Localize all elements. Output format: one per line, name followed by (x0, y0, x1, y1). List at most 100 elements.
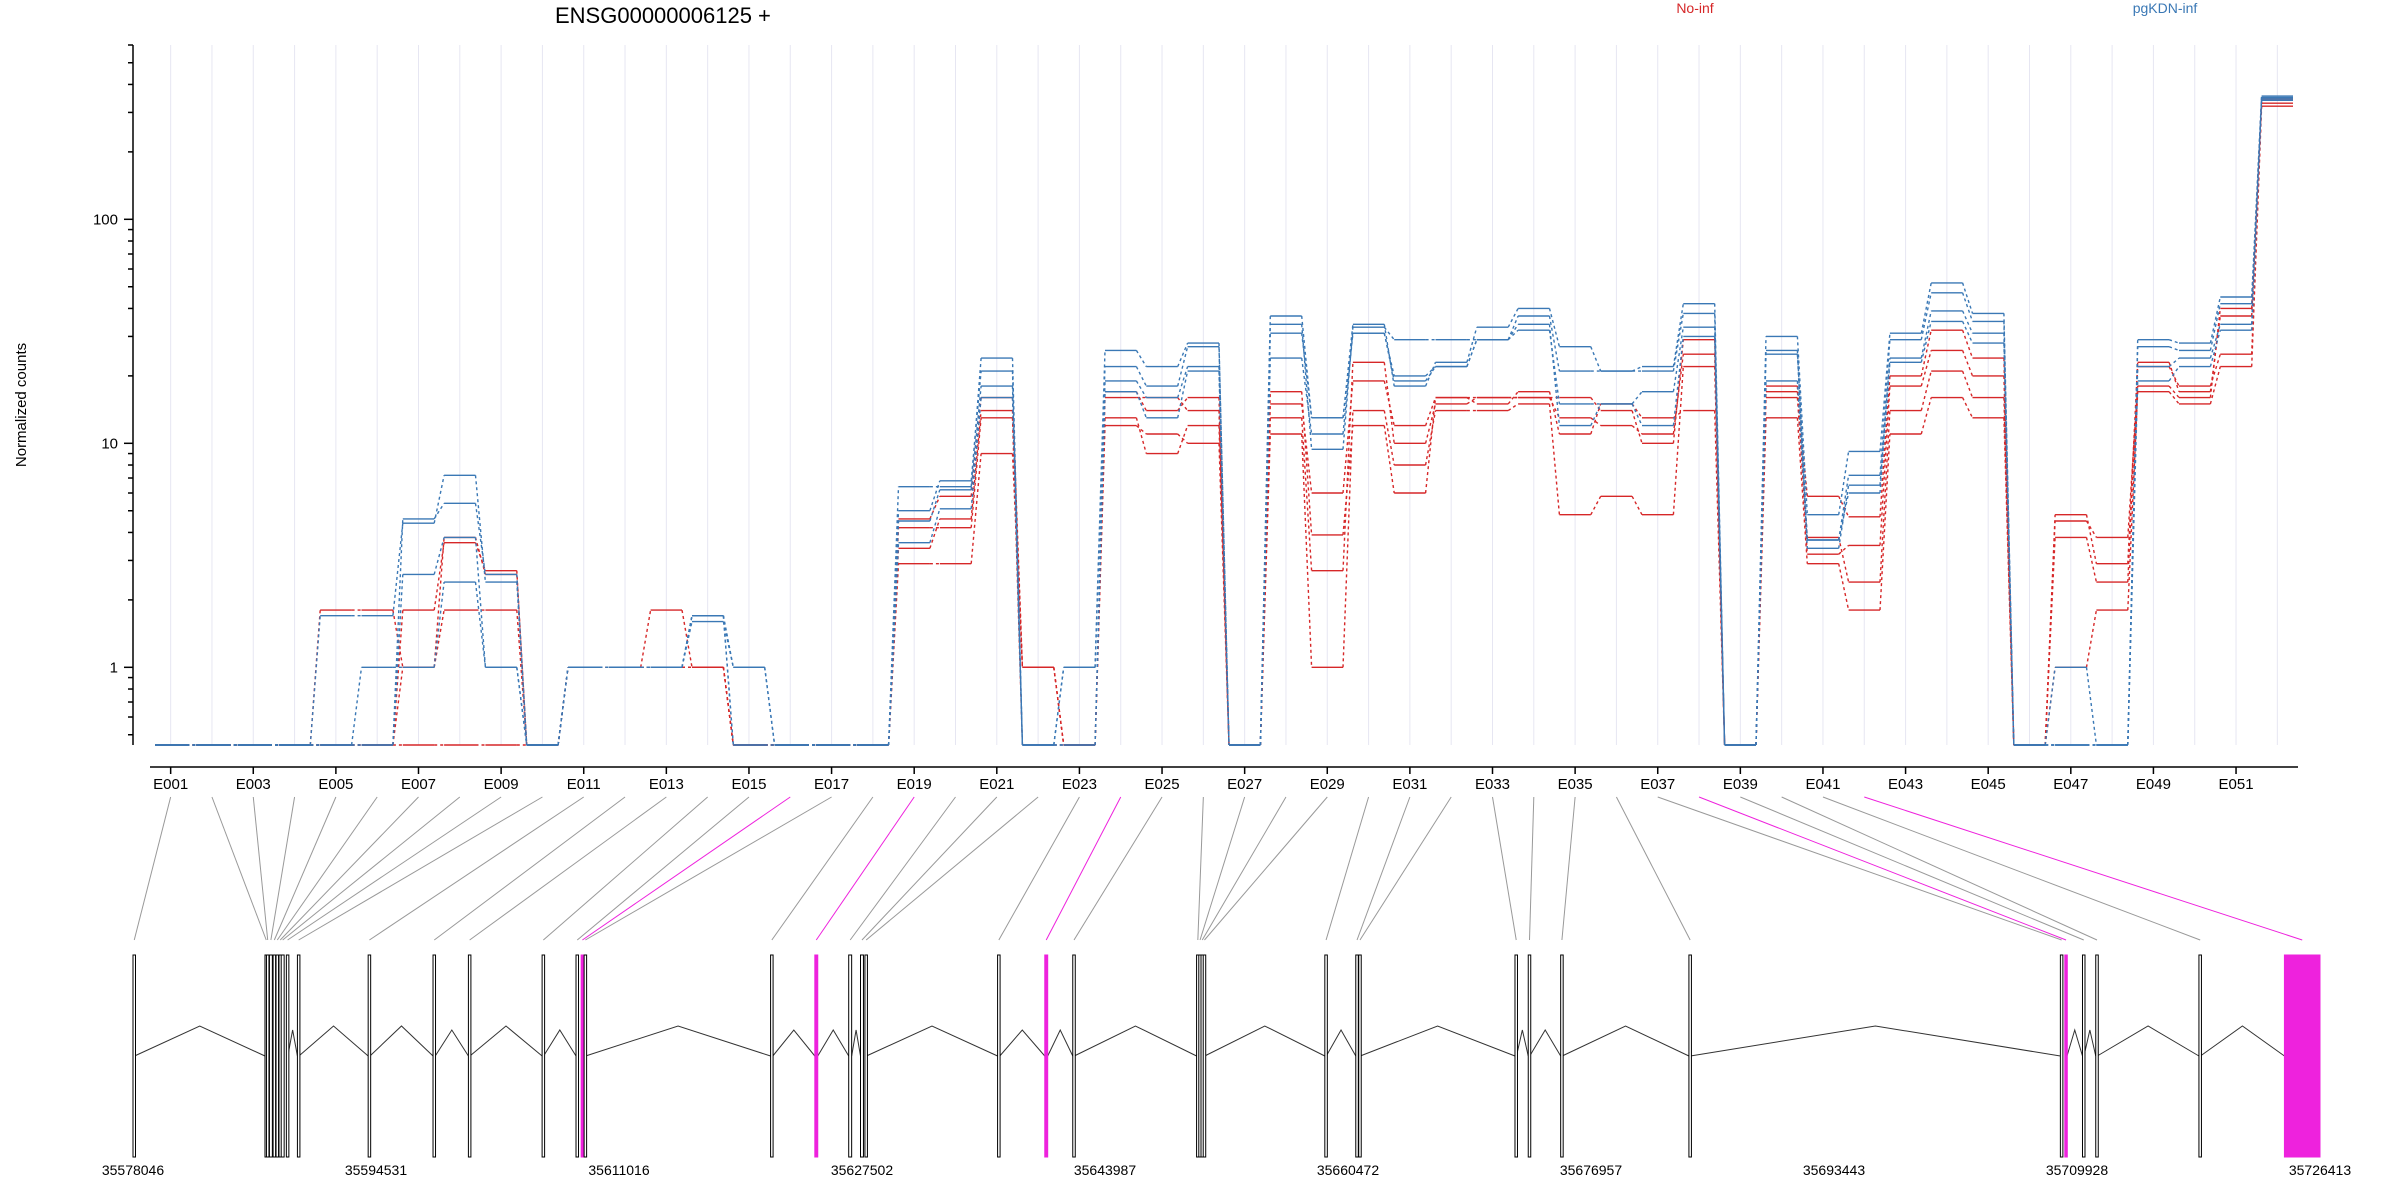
bin-link (1359, 796, 1452, 941)
intron-line (134, 1025, 266, 1057)
y-tick-label: 100 (93, 211, 118, 228)
bin-link (1201, 796, 1287, 941)
exon-bin (432, 954, 437, 1158)
x-tick-label: E027 (1227, 776, 1262, 793)
series-segments (155, 102, 2293, 746)
x-tick-label: E013 (649, 776, 684, 793)
exon-bin (997, 954, 1001, 1158)
series-segments (155, 98, 2293, 746)
exon-bin (2283, 954, 2321, 1158)
y-axis-ticks: 1 10 100 (93, 44, 133, 736)
bin-link (287, 796, 502, 941)
intron-line (543, 1029, 577, 1057)
x-tick-label: E043 (1888, 776, 1923, 793)
x-tick-label: E033 (1475, 776, 1510, 793)
legend: No-inf pgKDN-inf (1676, 0, 2197, 16)
exon-bin (268, 954, 273, 1158)
intron-line (298, 1025, 369, 1057)
x-tick-label: E011 (567, 776, 601, 793)
x-tick-label: E023 (1062, 776, 1097, 793)
bin-link (1781, 796, 2098, 941)
series-segments (155, 99, 2293, 746)
bin-link (279, 796, 419, 941)
bin-link (298, 796, 543, 941)
series-line (155, 98, 2293, 746)
bin-link (273, 796, 337, 941)
exon-bin (2081, 954, 2086, 1158)
bin-link (1325, 796, 1370, 941)
bin-to-gene-links (133, 796, 2303, 941)
bin-link (276, 796, 378, 941)
x-tick-label: E015 (731, 776, 766, 793)
series-transitions (186, 100, 2263, 746)
exon-bin (132, 954, 136, 1158)
bin-link (1197, 796, 1204, 941)
exon-bin (575, 954, 580, 1158)
bin-link (849, 796, 956, 941)
bin-link (771, 796, 874, 941)
bin-link (585, 796, 832, 941)
intron-line (772, 1029, 816, 1057)
series-line (155, 99, 2293, 746)
legend-item: pgKDN-inf (2133, 0, 2198, 16)
intron-line (1204, 1025, 1326, 1057)
intron-line (2200, 1025, 2285, 1057)
exon-bin (1358, 954, 1362, 1158)
intron-line (1325, 1028, 1357, 1057)
intron-line (585, 1025, 771, 1057)
coordinate-label: 35693443 (1803, 1162, 1866, 1178)
y-tick-label: 1 (110, 659, 118, 676)
x-tick-label: E041 (1805, 776, 1840, 793)
intron-line (1529, 1029, 1562, 1057)
exon-bin (1324, 954, 1328, 1158)
x-tick-label: E029 (1310, 776, 1345, 793)
bin-link (369, 796, 585, 941)
intron-line (1690, 1025, 2061, 1057)
exon-bin (860, 954, 864, 1158)
series-line (155, 95, 2293, 746)
intron-line (2066, 1028, 2083, 1057)
series-line (155, 96, 2293, 746)
series-transitions (186, 103, 2263, 746)
x-tick-label: E025 (1145, 776, 1180, 793)
coordinate-label: 35627502 (831, 1162, 894, 1178)
exon-bin (814, 954, 819, 1158)
x-tick-label: E005 (318, 776, 353, 793)
intron-line (851, 1029, 861, 1057)
x-tick-label: E009 (484, 776, 519, 793)
intron-line (2096, 1025, 2200, 1057)
coordinate-label: 35726413 (2289, 1162, 2352, 1178)
exon-bin (280, 954, 285, 1158)
series-transitions (186, 97, 2263, 746)
exon-bin (296, 954, 301, 1158)
exon-bin (265, 954, 270, 1158)
intron-line (2083, 1029, 2097, 1057)
exon-bin (2095, 954, 2099, 1158)
intron-line (1515, 1029, 1529, 1057)
bin-link (252, 796, 269, 941)
coordinate-label: 35676957 (1560, 1162, 1623, 1178)
x-tick-label: E049 (2136, 776, 2171, 793)
coordinate-label: 35643987 (1074, 1162, 1137, 1178)
coordinate-label: 35611016 (588, 1162, 649, 1178)
bin-link (861, 796, 998, 941)
intron-line (287, 1029, 298, 1057)
exon-bin (2198, 954, 2202, 1158)
expression-series (155, 95, 2293, 746)
legend-item: No-inf (1676, 0, 1713, 16)
bin-link (1045, 796, 1122, 941)
exon-bin (2059, 954, 2064, 1158)
exon-bin (770, 954, 774, 1158)
exon-bin (580, 954, 585, 1158)
x-tick-label: E017 (814, 776, 849, 793)
x-tick-label: E035 (1558, 776, 1593, 793)
intron-line (999, 1029, 1046, 1057)
genomic-coordinates: 35578046 35594531 35611016 35627502 35643987… (102, 1162, 2352, 1178)
x-tick-label: E003 (236, 776, 271, 793)
intron-line (469, 1025, 543, 1057)
intron-line (1561, 1025, 1690, 1057)
exon-bin (848, 954, 853, 1158)
bin-link (211, 796, 267, 941)
series-transitions (186, 100, 2263, 746)
